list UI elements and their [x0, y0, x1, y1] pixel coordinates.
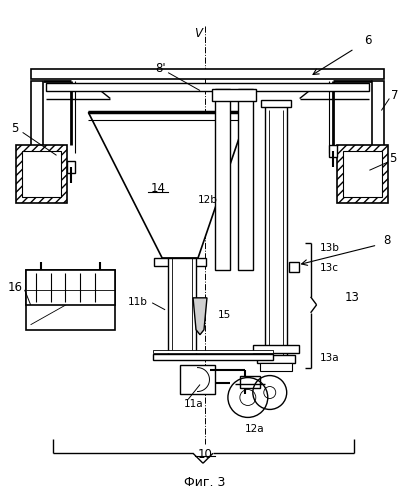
Bar: [16, 145, 67, 203]
Bar: [31, 69, 384, 78]
Text: 6: 6: [364, 34, 371, 47]
Bar: [253, 345, 299, 353]
Bar: [25, 270, 115, 330]
Bar: [240, 376, 260, 388]
Bar: [260, 363, 292, 371]
Text: 13b: 13b: [320, 243, 339, 253]
Polygon shape: [193, 298, 207, 335]
Bar: [154, 258, 206, 266]
Text: 11a: 11a: [184, 400, 204, 410]
Bar: [328, 145, 337, 157]
Bar: [153, 354, 273, 360]
Bar: [22, 151, 61, 197]
Text: 7: 7: [391, 89, 399, 102]
Text: 5: 5: [11, 122, 18, 135]
Bar: [180, 365, 215, 395]
Bar: [25, 270, 115, 305]
Text: 8': 8': [155, 62, 166, 75]
Bar: [257, 355, 295, 363]
Text: 12b: 12b: [198, 195, 218, 205]
Text: 10: 10: [198, 448, 213, 461]
Bar: [265, 105, 287, 370]
Bar: [337, 145, 388, 203]
Text: 16: 16: [8, 281, 23, 294]
Bar: [67, 161, 76, 173]
Text: 13a: 13a: [320, 353, 339, 363]
Bar: [31, 80, 42, 160]
Text: V: V: [194, 27, 202, 40]
Bar: [212, 88, 256, 100]
Text: 13c: 13c: [320, 263, 339, 273]
Bar: [46, 82, 369, 90]
Text: 12a: 12a: [245, 424, 265, 434]
Bar: [372, 80, 384, 160]
Text: Фиг. 3: Фиг. 3: [184, 476, 226, 489]
Bar: [343, 151, 382, 197]
Text: 15: 15: [218, 310, 231, 320]
Text: 13: 13: [345, 291, 360, 304]
Polygon shape: [88, 112, 248, 258]
Text: 14: 14: [151, 182, 166, 195]
Bar: [215, 88, 230, 270]
Bar: [261, 99, 291, 107]
Text: 8: 8: [383, 234, 391, 247]
Text: 5: 5: [389, 152, 396, 165]
Bar: [238, 88, 253, 270]
Text: 11b: 11b: [128, 297, 148, 307]
Bar: [153, 350, 273, 353]
Bar: [289, 262, 299, 272]
Bar: [168, 258, 196, 355]
